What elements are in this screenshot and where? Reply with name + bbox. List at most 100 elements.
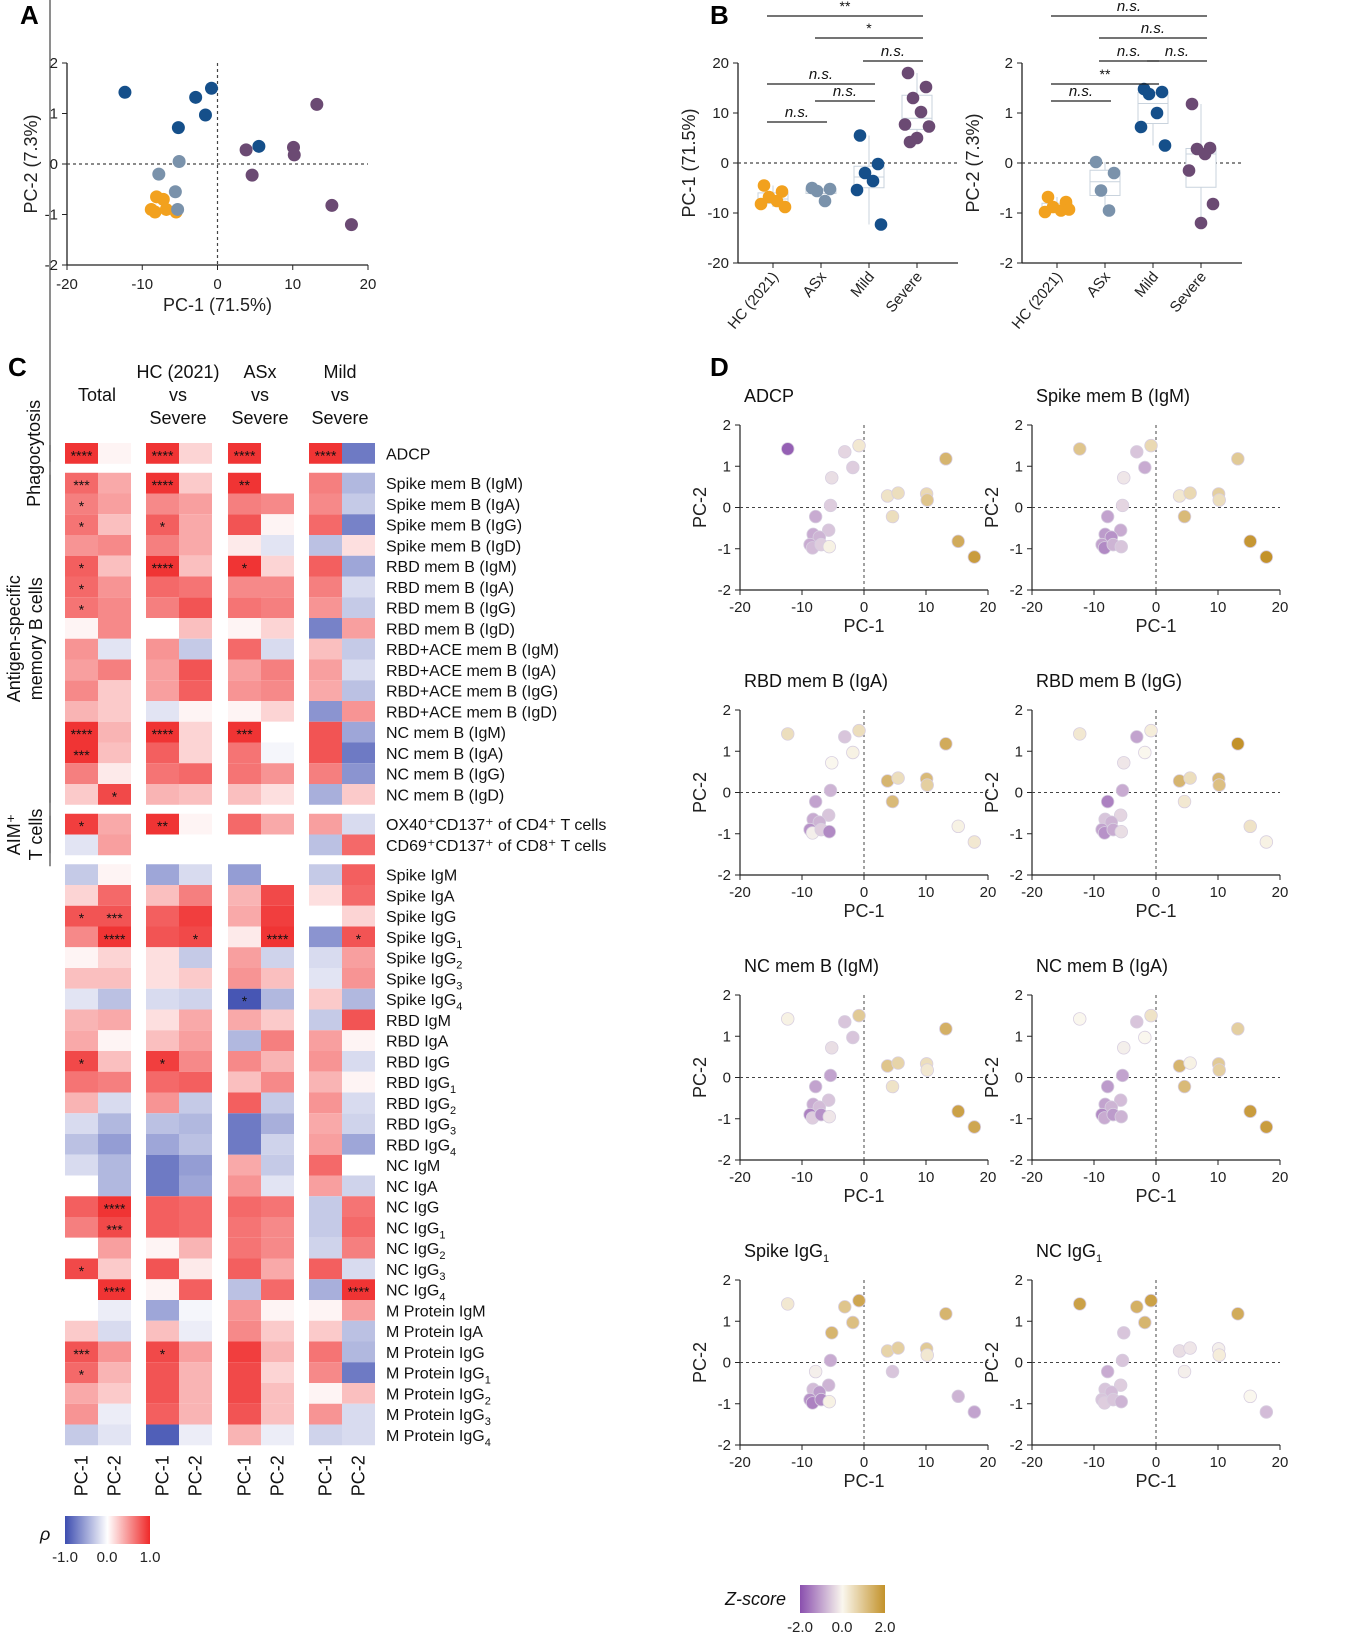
zscore-point bbox=[821, 808, 836, 822]
zscore-point bbox=[846, 1030, 860, 1045]
y-tick-label: 2 bbox=[723, 987, 731, 1004]
zscore-point bbox=[1259, 1405, 1274, 1419]
b1-sig-label: n.s. bbox=[1117, 43, 1141, 60]
heatmap-cell bbox=[261, 493, 294, 515]
heatmap-row-label: Spike IgG3 bbox=[386, 971, 462, 992]
heatmap-column-label: PC-1 bbox=[235, 1455, 255, 1496]
heatmap-cell bbox=[65, 1196, 98, 1217]
point-severe bbox=[239, 143, 253, 157]
heatmap-section-label: Antibodies bbox=[0, 0, 42, 4]
heatmap-cell bbox=[146, 514, 179, 535]
heatmap-row-label: Spike IgA bbox=[386, 888, 455, 905]
b1-point bbox=[1182, 164, 1196, 177]
heatmap-column-group-header: vs bbox=[331, 385, 349, 405]
x-tick-label: -20 bbox=[1021, 884, 1043, 901]
zscore-point bbox=[920, 493, 934, 507]
zscore-point bbox=[951, 534, 965, 549]
heatmap-cell bbox=[65, 988, 98, 1010]
subplot-title: ADCP bbox=[744, 386, 794, 406]
heatmap-cell bbox=[146, 947, 179, 968]
heatmap-cell bbox=[179, 680, 212, 701]
heatmap-cell bbox=[342, 763, 375, 784]
zscore-point bbox=[852, 1008, 866, 1023]
heatmap-cell bbox=[65, 1051, 98, 1072]
heatmap-cell bbox=[98, 1258, 131, 1280]
x-tick-label: 10 bbox=[918, 1169, 935, 1186]
heatmap-cell bbox=[146, 443, 179, 464]
point-mild bbox=[171, 121, 185, 135]
heatmap-cell bbox=[261, 864, 294, 885]
x-tick-label: 0 bbox=[860, 1169, 868, 1186]
y-tick-label: -1 bbox=[1010, 541, 1023, 558]
y-axis-label: PC-2 bbox=[690, 772, 710, 813]
zscore-point bbox=[1130, 1300, 1144, 1314]
heatmap-cell bbox=[98, 680, 131, 701]
heatmap-cell bbox=[261, 701, 294, 722]
heatmap-cell bbox=[309, 1300, 342, 1321]
b0-sig-label: n.s. bbox=[833, 83, 857, 100]
heatmap-row-label: Spike mem B (IgA) bbox=[386, 497, 520, 514]
heatmap-cell bbox=[179, 493, 212, 515]
heatmap-cell bbox=[146, 1258, 179, 1280]
heatmap-cell bbox=[309, 1320, 342, 1342]
heatmap-cell bbox=[309, 1341, 342, 1363]
heatmap-cell bbox=[261, 1030, 294, 1051]
heatmap-cell bbox=[228, 1217, 261, 1238]
zscore-point bbox=[967, 835, 982, 849]
heatmap-cell bbox=[261, 813, 294, 835]
x-tick-label: 0 bbox=[1152, 1169, 1160, 1186]
heatmap-cell bbox=[146, 1154, 179, 1176]
heatmap-cell bbox=[261, 1403, 294, 1425]
heatmap-cell bbox=[179, 864, 212, 885]
y-tick-label: 1 bbox=[1015, 743, 1023, 760]
zscore-point bbox=[1231, 452, 1245, 466]
heatmap-cell bbox=[309, 742, 342, 764]
b0-point bbox=[757, 179, 771, 192]
heatmap-cell bbox=[309, 701, 342, 722]
heatmap-cell bbox=[146, 1196, 179, 1217]
b1-x-tick-label: ASx bbox=[1083, 268, 1114, 300]
heatmap-cell bbox=[146, 576, 179, 598]
heatmap-row-label: RBD IgG1 bbox=[386, 1075, 456, 1096]
heatmap-cell bbox=[179, 1403, 212, 1425]
heatmap-cell bbox=[65, 1300, 98, 1321]
y-tick-label: -1 bbox=[718, 1396, 731, 1413]
zscore-point bbox=[1117, 756, 1131, 770]
heatmap-significance: **** bbox=[152, 560, 174, 576]
heatmap-row-label: RBD+ACE mem B (IgA) bbox=[386, 663, 556, 680]
zscore-point bbox=[1177, 794, 1192, 809]
b0-point bbox=[754, 197, 768, 211]
heatmap-cell bbox=[342, 947, 375, 968]
heatmap-cell bbox=[261, 618, 294, 639]
heatmap-cell bbox=[261, 784, 294, 805]
zscore-point bbox=[1113, 1378, 1128, 1392]
heatmap-cell bbox=[342, 905, 375, 927]
heatmap-cell bbox=[228, 618, 261, 639]
heatmap-cell bbox=[228, 784, 261, 805]
heatmap-cell bbox=[146, 1134, 179, 1155]
heatmap-cell bbox=[179, 1217, 212, 1238]
heatmap-cell bbox=[309, 1134, 342, 1155]
heatmap-row-label: Spike mem B (IgM) bbox=[386, 476, 523, 493]
heatmap-cell bbox=[98, 514, 131, 535]
heatmap-cell bbox=[98, 1279, 131, 1300]
heatmap-cell bbox=[179, 1051, 212, 1072]
zscore-point bbox=[846, 745, 860, 760]
heatmap-cell bbox=[98, 1113, 131, 1134]
x-tick-label: 20 bbox=[1272, 1169, 1289, 1186]
x-tick-label: -20 bbox=[1021, 1169, 1043, 1186]
heatmap-cell bbox=[98, 1071, 131, 1093]
heatmap-cell bbox=[98, 618, 131, 639]
b0-point bbox=[919, 80, 933, 94]
x-tick-label: 0 bbox=[860, 599, 868, 616]
heatmap-cell bbox=[179, 1113, 212, 1134]
heatmap-cell bbox=[65, 926, 98, 948]
heatmap-cell bbox=[65, 834, 98, 856]
b0-point bbox=[874, 218, 888, 231]
y-tick-label: 2 bbox=[1015, 1272, 1023, 1289]
b0-y-tick-label: -10 bbox=[707, 205, 729, 222]
heatmap-significance: * bbox=[79, 1263, 85, 1279]
b0-y-tick-label: -20 bbox=[707, 255, 729, 272]
